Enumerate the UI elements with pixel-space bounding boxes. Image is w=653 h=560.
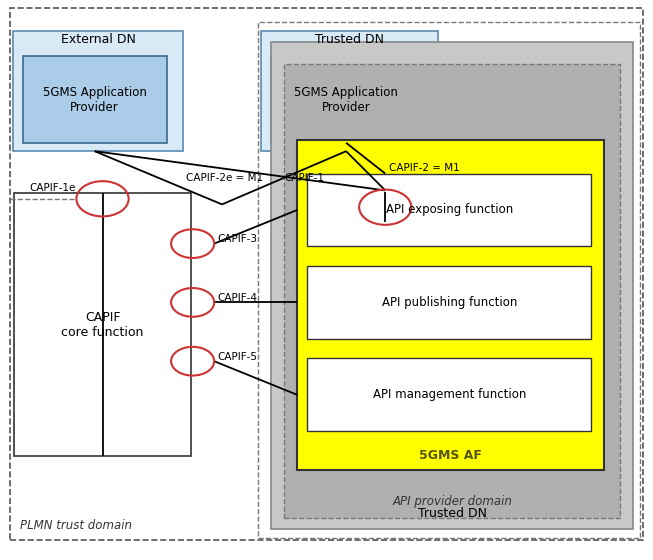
Text: CAPIF-2e = M1: CAPIF-2e = M1 [186,173,263,183]
Text: CAPIF-1e: CAPIF-1e [29,183,76,193]
Bar [271,42,633,529]
Bar [13,31,183,151]
Text: CAPIF-1: CAPIF-1 [284,173,324,183]
Text: 5GMS Application
Provider: 5GMS Application Provider [294,86,398,114]
Bar [307,174,591,246]
Text: CAPIF-5: CAPIF-5 [217,352,257,362]
Bar [261,31,438,151]
Bar [297,140,604,470]
Bar [307,266,591,339]
Text: PLMN trust domain: PLMN trust domain [20,519,132,532]
Text: 5GMS Application
Provider: 5GMS Application Provider [42,86,147,114]
Text: CAPIF-4: CAPIF-4 [217,293,257,303]
Text: 5GMS AF: 5GMS AF [419,449,482,462]
Bar [307,358,591,431]
Text: External DN: External DN [61,32,135,46]
Text: Trusted DN: Trusted DN [315,32,384,46]
Text: CAPIF-3: CAPIF-3 [217,234,257,244]
Bar [23,56,167,143]
Text: Trusted DN: Trusted DN [418,507,487,520]
Text: API publishing function: API publishing function [381,296,517,309]
Text: CAPIF
core function: CAPIF core function [61,311,144,339]
Bar [271,56,421,143]
Text: API provider domain: API provider domain [392,496,513,508]
Bar [14,193,191,456]
Bar [258,22,640,538]
Text: CAPIF-2 = M1: CAPIF-2 = M1 [389,163,459,173]
Text: API exposing function: API exposing function [386,203,513,217]
Bar [284,64,620,518]
Text: API management function: API management function [373,388,526,402]
